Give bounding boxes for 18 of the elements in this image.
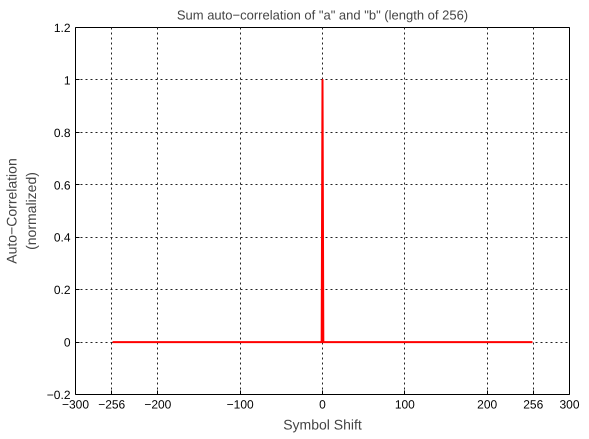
y-tick-label: 0.4 xyxy=(54,230,71,245)
x-tick-label: 200 xyxy=(477,398,498,412)
y-tick-label: 0.6 xyxy=(54,178,71,192)
x-tick-label: 0 xyxy=(319,398,326,412)
y-tick-label: 0.8 xyxy=(54,126,71,140)
x-axis-title: Symbol Shift xyxy=(283,416,362,432)
x-tick-label: −100 xyxy=(226,398,254,412)
y-tick-label: 0 xyxy=(64,336,71,350)
y-tick-label: 0.2 xyxy=(54,283,71,298)
x-tick-label: −200 xyxy=(144,398,172,412)
x-tick-label: −256 xyxy=(98,398,126,412)
y-axis-title: Auto−Correlation (normalized) xyxy=(4,158,39,264)
x-tick-label: 300 xyxy=(559,398,580,412)
chart-title: Sum auto−correlation of "a" and "b" (length of 256) xyxy=(176,8,468,22)
x-tick-label: 256 xyxy=(523,398,544,412)
y-tick-label: 1 xyxy=(64,73,71,88)
y-tick-label: 1.2 xyxy=(54,21,71,35)
x-tick-label: 100 xyxy=(394,398,416,412)
